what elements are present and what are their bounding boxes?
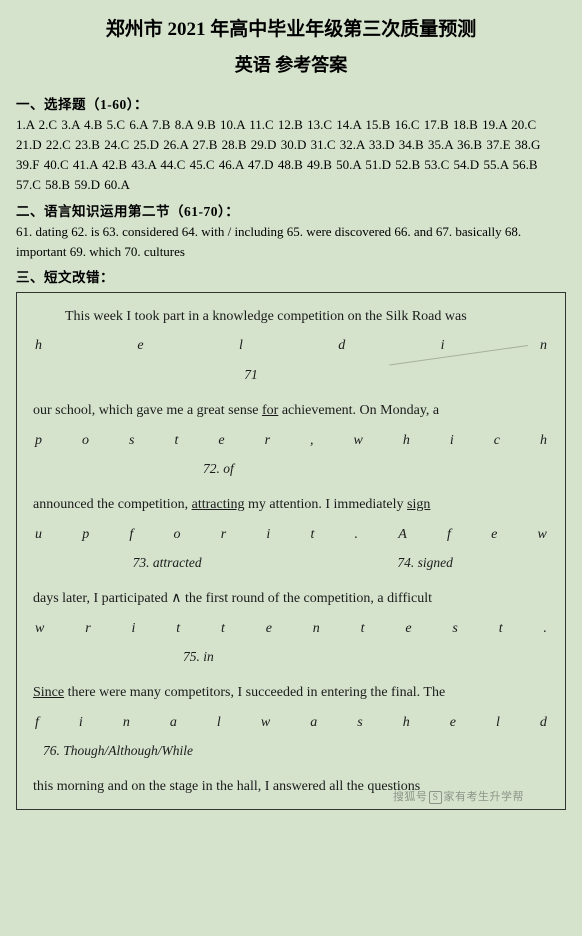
spaced-letter: t xyxy=(310,525,314,545)
spaced-letter: s xyxy=(129,431,134,451)
spaced-letter: w xyxy=(261,713,270,733)
essay-line-5: Since there were many competitors, I suc… xyxy=(33,683,549,703)
spaced-letter: h xyxy=(403,431,410,451)
doc-title-line1: 郑州市 2021 年高中毕业年级第三次质量预测 xyxy=(16,14,566,41)
spaced-letter: i xyxy=(79,713,83,733)
essay-text: announced the competition, xyxy=(33,497,192,512)
spaced-letter: h xyxy=(540,431,547,451)
underline-attracting: attracting xyxy=(192,497,245,512)
correction-71: 71 xyxy=(33,366,549,385)
watermark: 搜狐号S家有考生升学帮 xyxy=(393,788,524,804)
underline-since: Since xyxy=(33,685,64,700)
underline-sign: sign xyxy=(407,497,430,512)
essay-line-4b: w r i t t e n t e s t. xyxy=(33,619,549,639)
section2-answers: 61. dating 62. is 63. considered 64. wit… xyxy=(16,222,566,262)
essay-line-1a: This week I took part in a knowledge com… xyxy=(33,307,549,327)
spaced-letter: p xyxy=(35,431,42,451)
spaced-letter: o xyxy=(174,525,181,545)
spaced-letter: w xyxy=(538,525,547,545)
spaced-letter: f xyxy=(447,525,451,545)
spaced-letter: f xyxy=(35,713,39,733)
spaced-letter: u xyxy=(35,525,42,545)
spaced-letter: t xyxy=(176,619,180,639)
spaced-letter: t xyxy=(499,619,503,639)
caret-insert-icon: ∧ xyxy=(171,591,181,606)
underline-for: for xyxy=(262,403,278,418)
watermark-icon: S xyxy=(429,791,441,804)
spaced-letter: e xyxy=(405,619,411,639)
spaced-letter: p xyxy=(82,525,89,545)
spaced-letter: s xyxy=(357,713,362,733)
spaced-letter: h xyxy=(403,713,410,733)
spaced-letter: e xyxy=(218,431,224,451)
spaced-letter: e xyxy=(450,713,456,733)
spaced-letter: t xyxy=(174,431,178,451)
essay-line-4: days later, I participated ∧ the first r… xyxy=(33,589,549,609)
spaced-letter: r xyxy=(85,619,90,639)
essay-text: there were many competitors, I succeeded… xyxy=(64,685,445,700)
spaced-letter: s xyxy=(452,619,457,639)
spaced-letter: i xyxy=(131,619,135,639)
correction-74: 74. signed xyxy=(301,554,549,573)
spaced-letter: e xyxy=(491,525,497,545)
spaced-letter: h xyxy=(35,336,42,356)
essay-line-2: our school, which gave me a great sense … xyxy=(33,401,549,421)
spaced-letter: n xyxy=(540,336,547,356)
essay-line-2b: p o s t e r, w h i c h xyxy=(33,431,549,451)
watermark-right: 家有考生升学帮 xyxy=(444,791,525,803)
spaced-letter: i xyxy=(266,525,270,545)
essay-correction-box: This week I took part in a knowledge com… xyxy=(16,292,566,810)
spaced-letter: c xyxy=(494,431,500,451)
spaced-letter: , xyxy=(310,431,314,451)
spaced-letter: w xyxy=(354,431,363,451)
spaced-letter: l xyxy=(239,336,243,356)
spaced-letter: f xyxy=(129,525,133,545)
spaced-letter: a xyxy=(310,713,317,733)
spaced-letter: d xyxy=(338,336,345,356)
essay-text: days later, I participated xyxy=(33,591,171,606)
spaced-letter: A xyxy=(398,525,407,545)
spaced-letter: w xyxy=(35,619,44,639)
essay-text: our school, which gave me a great sense xyxy=(33,403,262,418)
correction-72: 72. of xyxy=(33,460,549,479)
spaced-letter: t xyxy=(221,619,225,639)
spaced-letter: r xyxy=(265,431,270,451)
correction-75: 75. in xyxy=(33,648,549,667)
spaced-letter: l xyxy=(217,713,221,733)
section1-answers: 1.A 2.C 3.A 4.B 5.C 6.A 7.B 8.A 9.B 10.A… xyxy=(16,115,566,196)
spaced-letter: i xyxy=(441,336,445,356)
section1-heading: 一、选择题（1-60）： xyxy=(16,93,566,113)
spaced-letter: . xyxy=(355,525,359,545)
section2-heading: 二、语言知识运用第二节（61-70）： xyxy=(16,200,566,220)
watermark-left: 搜狐号 xyxy=(393,791,428,803)
essay-line-5b: finalwasheld xyxy=(33,713,549,733)
spaced-letter: d xyxy=(540,713,547,733)
essay-line-3b: u p f o r i t. Af e w xyxy=(33,525,549,545)
essay-text: the first round of the competition, a di… xyxy=(181,591,432,606)
spaced-letter: r xyxy=(221,525,226,545)
correction-73: 73. attracted xyxy=(33,554,301,573)
spaced-letter: t xyxy=(361,619,365,639)
section3-heading: 三、短文改错： xyxy=(16,266,566,286)
spaced-letter: n xyxy=(123,713,130,733)
essay-text: achievement. On Monday, a xyxy=(278,403,439,418)
correction-76: 76. Though/Although/While xyxy=(33,742,549,761)
spaced-letter: e xyxy=(266,619,272,639)
spaced-letter: o xyxy=(82,431,89,451)
spaced-letter: i xyxy=(450,431,454,451)
essay-text: my attention. I immediately xyxy=(245,497,408,512)
spaced-letter: l xyxy=(496,713,500,733)
correction-73-74: 73. attracted 74. signed xyxy=(33,554,549,573)
spaced-letter: . xyxy=(543,619,547,639)
essay-line-3: announced the competition, attracting my… xyxy=(33,495,549,515)
spaced-letter: n xyxy=(313,619,320,639)
spaced-letter: e xyxy=(137,336,143,356)
doc-title-line2: 英语 参考答案 xyxy=(16,51,566,77)
spaced-letter: a xyxy=(170,713,177,733)
